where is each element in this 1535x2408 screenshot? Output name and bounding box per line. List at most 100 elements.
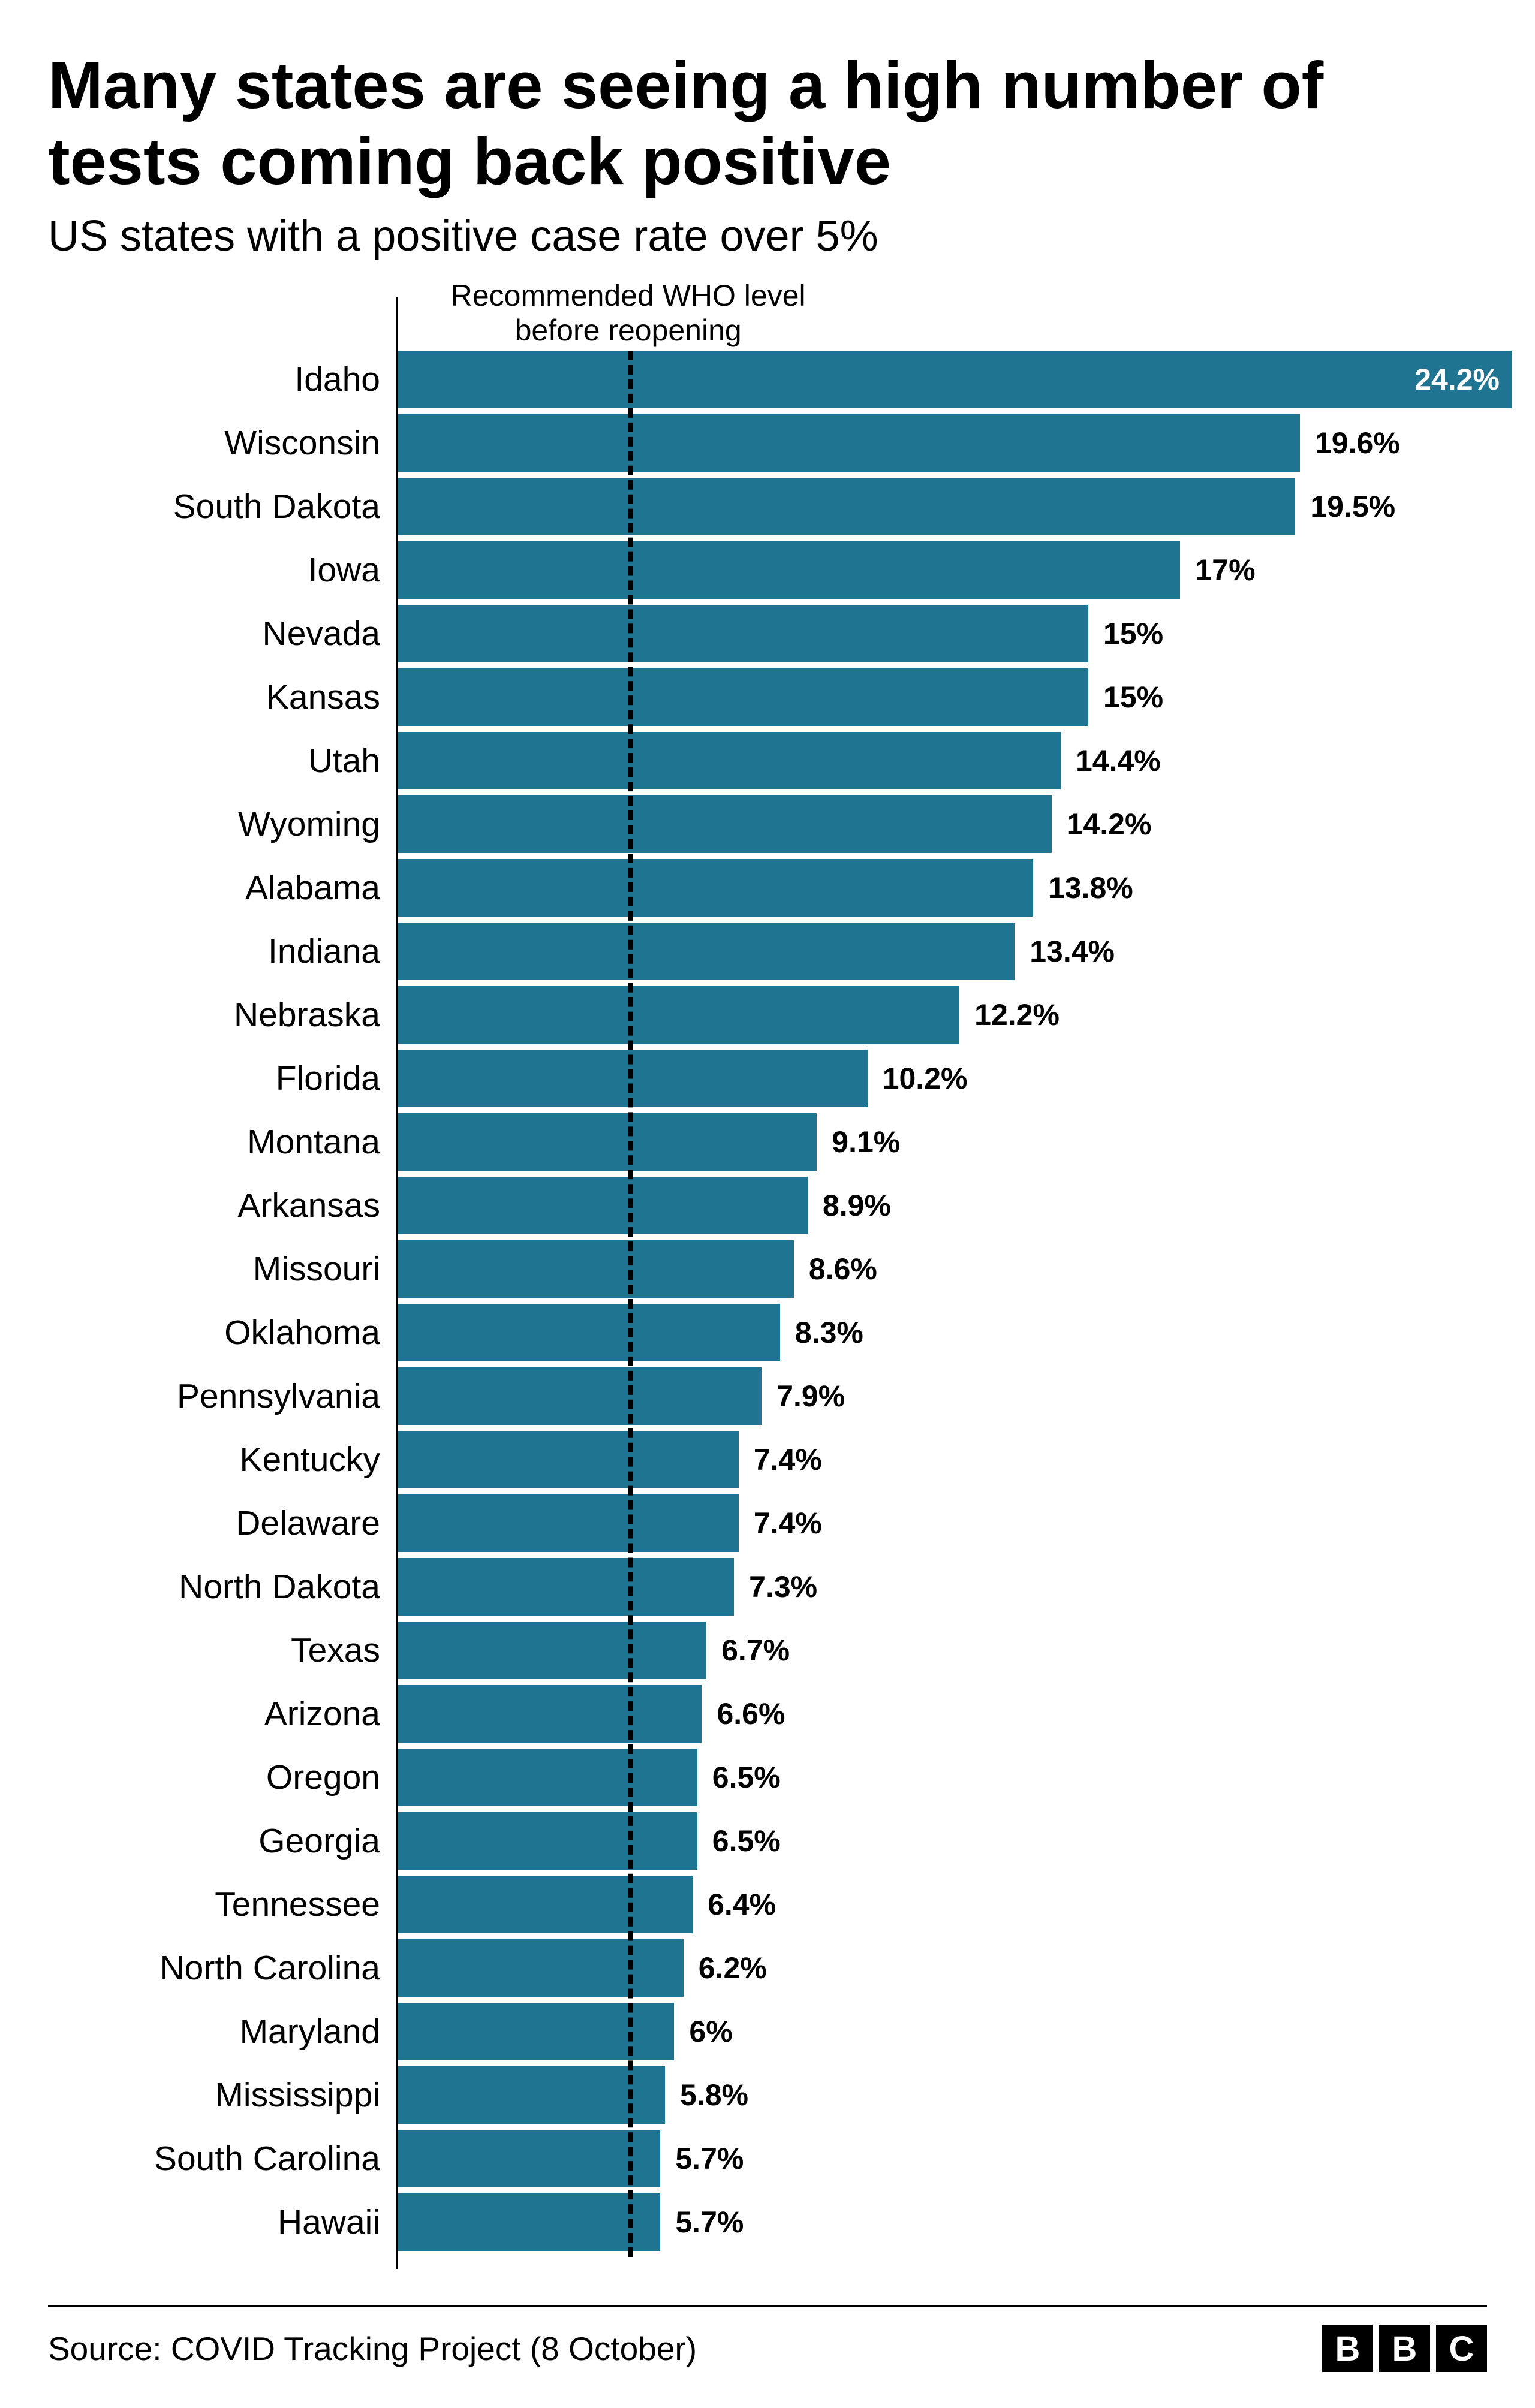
value-label: 5.8% (665, 2078, 748, 2112)
bar-row: Arizona6.6% (398, 1685, 1487, 1743)
bar-row: Montana9.1% (398, 1113, 1487, 1171)
state-label: South Dakota (173, 487, 380, 526)
bar-row: Hawaii5.7% (398, 2193, 1487, 2251)
value-label: 5.7% (660, 2141, 744, 2176)
state-label: Idaho (294, 360, 380, 399)
chart-container: Many states are seeing a high number of … (48, 48, 1487, 2372)
bar: 24.2% (398, 351, 1512, 408)
bar-row: Nebraska12.2% (398, 986, 1487, 1044)
bar-row: Georgia6.5% (398, 1812, 1487, 1870)
bar-row: South Carolina5.7% (398, 2130, 1487, 2187)
bar (398, 1240, 794, 1298)
value-label: 7.4% (739, 1442, 822, 1477)
bbc-logo: B B C (1322, 2325, 1487, 2372)
bar-row: Texas6.7% (398, 1622, 1487, 1679)
value-label: 15% (1088, 616, 1163, 651)
value-label: 8.3% (780, 1315, 863, 1350)
state-label: Missouri (253, 1249, 380, 1289)
bar (398, 1177, 808, 1234)
state-label: Wisconsin (224, 423, 380, 463)
state-label: Montana (247, 1122, 380, 1162)
state-label: Kentucky (240, 1440, 380, 1479)
value-label: 15% (1088, 680, 1163, 715)
value-label: 6.4% (693, 1887, 776, 1922)
bar (398, 605, 1088, 662)
bar (398, 1939, 684, 1997)
value-label: 13.8% (1033, 870, 1133, 905)
bbc-logo-letter: C (1436, 2325, 1487, 2372)
state-label: Arkansas (237, 1186, 380, 1225)
bar-row: Utah14.4% (398, 732, 1487, 789)
state-label: Wyoming (238, 804, 380, 844)
value-label: 6.2% (684, 1951, 767, 1985)
bar (398, 668, 1088, 726)
bar (398, 1812, 697, 1870)
bar-row: Missouri8.6% (398, 1240, 1487, 1298)
state-label: Iowa (308, 550, 380, 590)
value-label: 7.9% (762, 1379, 845, 1414)
value-label: 24.2% (1414, 362, 1500, 397)
value-label: 6% (674, 2014, 732, 2049)
bar-row: Wyoming14.2% (398, 795, 1487, 853)
who-reference-line (628, 351, 633, 2257)
bar (398, 541, 1180, 599)
state-label: Nebraska (234, 995, 380, 1035)
state-label: Kansas (266, 677, 380, 717)
bar (398, 1685, 702, 1743)
value-label: 10.2% (868, 1061, 968, 1096)
state-label: Hawaii (278, 2202, 380, 2242)
state-label: Texas (291, 1631, 380, 1670)
bar (398, 2130, 660, 2187)
state-label: Alabama (245, 868, 380, 908)
bar-row: Indiana13.4% (398, 923, 1487, 980)
state-label: Oregon (266, 1758, 380, 1797)
state-label: Indiana (268, 932, 380, 971)
who-annotation: Recommended WHO level before reopening (419, 279, 838, 348)
bar (398, 859, 1033, 917)
state-label: Georgia (258, 1821, 380, 1861)
bar (398, 1113, 817, 1171)
value-label: 9.1% (817, 1125, 900, 1159)
bar-row: Pennsylvania7.9% (398, 1367, 1487, 1425)
bar (398, 986, 959, 1044)
bar-row: Mississippi5.8% (398, 2066, 1487, 2124)
state-label: North Carolina (160, 1948, 381, 1988)
bar (398, 732, 1061, 789)
bar-row: Iowa17% (398, 541, 1487, 599)
state-label: Nevada (263, 614, 380, 653)
bar-row: Oklahoma8.3% (398, 1304, 1487, 1361)
bar (398, 478, 1295, 535)
state-label: Maryland (240, 2012, 380, 2051)
value-label: 14.2% (1052, 807, 1152, 842)
bar (398, 1367, 762, 1425)
bar (398, 1876, 693, 1933)
bar (398, 923, 1015, 980)
value-label: 6.5% (697, 1824, 781, 1858)
bar (398, 1622, 706, 1679)
value-label: 8.6% (794, 1252, 877, 1286)
value-label: 13.4% (1015, 934, 1115, 969)
value-label: 8.9% (808, 1188, 891, 1223)
value-label: 7.3% (734, 1569, 817, 1604)
plot-area: Recommended WHO level before reopening I… (396, 297, 1487, 2269)
value-label: 14.4% (1061, 743, 1161, 778)
bar-row: Florida10.2% (398, 1050, 1487, 1107)
bar (398, 1494, 739, 1552)
bar-row: Kentucky7.4% (398, 1431, 1487, 1488)
source-text: Source: COVID Tracking Project (8 Octobe… (48, 2329, 697, 2368)
state-label: Arizona (264, 1694, 380, 1734)
bar-row: Delaware7.4% (398, 1494, 1487, 1552)
bar (398, 414, 1300, 472)
value-label: 12.2% (959, 997, 1060, 1032)
value-label: 17% (1180, 553, 1255, 587)
state-label: North Dakota (179, 1567, 380, 1607)
bar-row: Alabama13.8% (398, 859, 1487, 917)
state-label: Pennsylvania (177, 1376, 380, 1416)
bars-group: Idaho24.2%Wisconsin19.6%South Dakota19.5… (398, 351, 1487, 2251)
state-label: Mississippi (215, 2075, 380, 2115)
state-label: Delaware (236, 1503, 380, 1543)
value-label: 7.4% (739, 1506, 822, 1541)
bbc-logo-letter: B (1322, 2325, 1373, 2372)
state-label: Oklahoma (224, 1313, 380, 1352)
value-label: 6.6% (702, 1696, 785, 1731)
